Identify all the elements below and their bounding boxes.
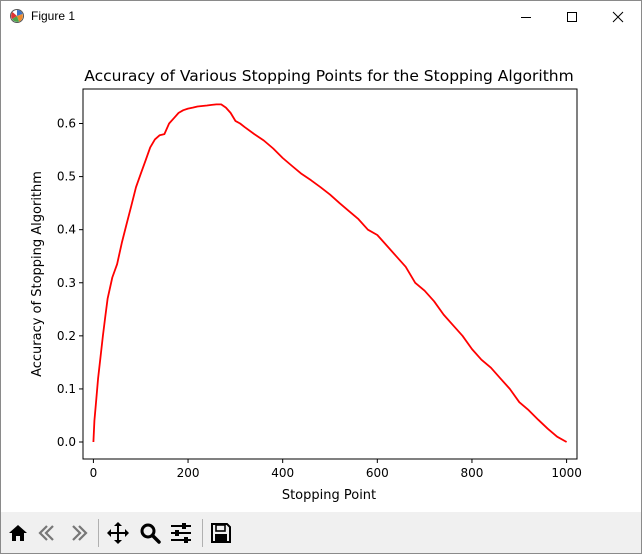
maximize-button[interactable] bbox=[549, 1, 595, 32]
forward-arrow-icon bbox=[72, 525, 88, 541]
line-chart: Accuracy of Various Stopping Points for … bbox=[30, 67, 582, 503]
navigation-toolbar bbox=[1, 512, 641, 553]
x-tick-label: 400 bbox=[271, 466, 294, 480]
figure-canvas[interactable]: Accuracy of Various Stopping Points for … bbox=[1, 32, 641, 512]
magnifier-icon bbox=[140, 523, 161, 544]
maximize-icon bbox=[567, 11, 577, 22]
x-tick-label: 800 bbox=[461, 466, 484, 480]
x-tick-label: 200 bbox=[177, 466, 200, 480]
back-button[interactable] bbox=[35, 520, 61, 546]
y-axis: 0.0 0.1 0.2 0.3 0.4 0.5 0.6 bbox=[57, 117, 83, 449]
window-title: Figure 1 bbox=[31, 9, 76, 23]
close-icon bbox=[612, 11, 624, 22]
x-tick-label: 1000 bbox=[551, 466, 582, 480]
y-tick-label: 0.4 bbox=[57, 223, 76, 237]
pan-button[interactable] bbox=[105, 520, 131, 546]
sliders-icon bbox=[171, 523, 191, 543]
save-button[interactable] bbox=[208, 520, 234, 546]
zoom-button[interactable] bbox=[137, 520, 163, 546]
y-tick-label: 0.6 bbox=[57, 117, 76, 131]
home-button[interactable] bbox=[5, 520, 31, 546]
back-arrow-icon bbox=[38, 525, 54, 541]
home-icon bbox=[9, 525, 27, 541]
x-tick-label: 600 bbox=[366, 466, 389, 480]
y-tick-label: 0.5 bbox=[57, 170, 76, 184]
accuracy-line bbox=[92, 103, 568, 443]
toolbar-separator bbox=[98, 519, 99, 547]
y-tick-label: 0.1 bbox=[57, 382, 76, 396]
close-button[interactable] bbox=[595, 1, 641, 32]
y-tick-label: 0.3 bbox=[57, 276, 76, 290]
toolbar-separator bbox=[202, 519, 203, 547]
plot-area bbox=[82, 88, 578, 460]
y-axis-label: Accuracy of Stopping Algorithm bbox=[30, 171, 45, 377]
floppy-disk-icon bbox=[211, 523, 231, 543]
chart-title: Accuracy of Various Stopping Points for … bbox=[84, 67, 573, 85]
x-axis-label: Stopping Point bbox=[282, 488, 376, 503]
minimize-button[interactable] bbox=[503, 1, 549, 32]
minimize-icon bbox=[521, 16, 531, 18]
title-bar[interactable]: Figure 1 bbox=[1, 1, 641, 32]
move-icon bbox=[107, 522, 129, 544]
x-tick-label: 0 bbox=[90, 466, 98, 480]
y-tick-label: 0.0 bbox=[57, 435, 76, 449]
y-tick-label: 0.2 bbox=[57, 329, 76, 343]
configure-subplots-button[interactable] bbox=[168, 520, 194, 546]
x-axis: 0 200 400 600 800 1000 bbox=[90, 459, 582, 480]
figure-app-icon bbox=[10, 9, 24, 23]
forward-button[interactable] bbox=[65, 520, 91, 546]
